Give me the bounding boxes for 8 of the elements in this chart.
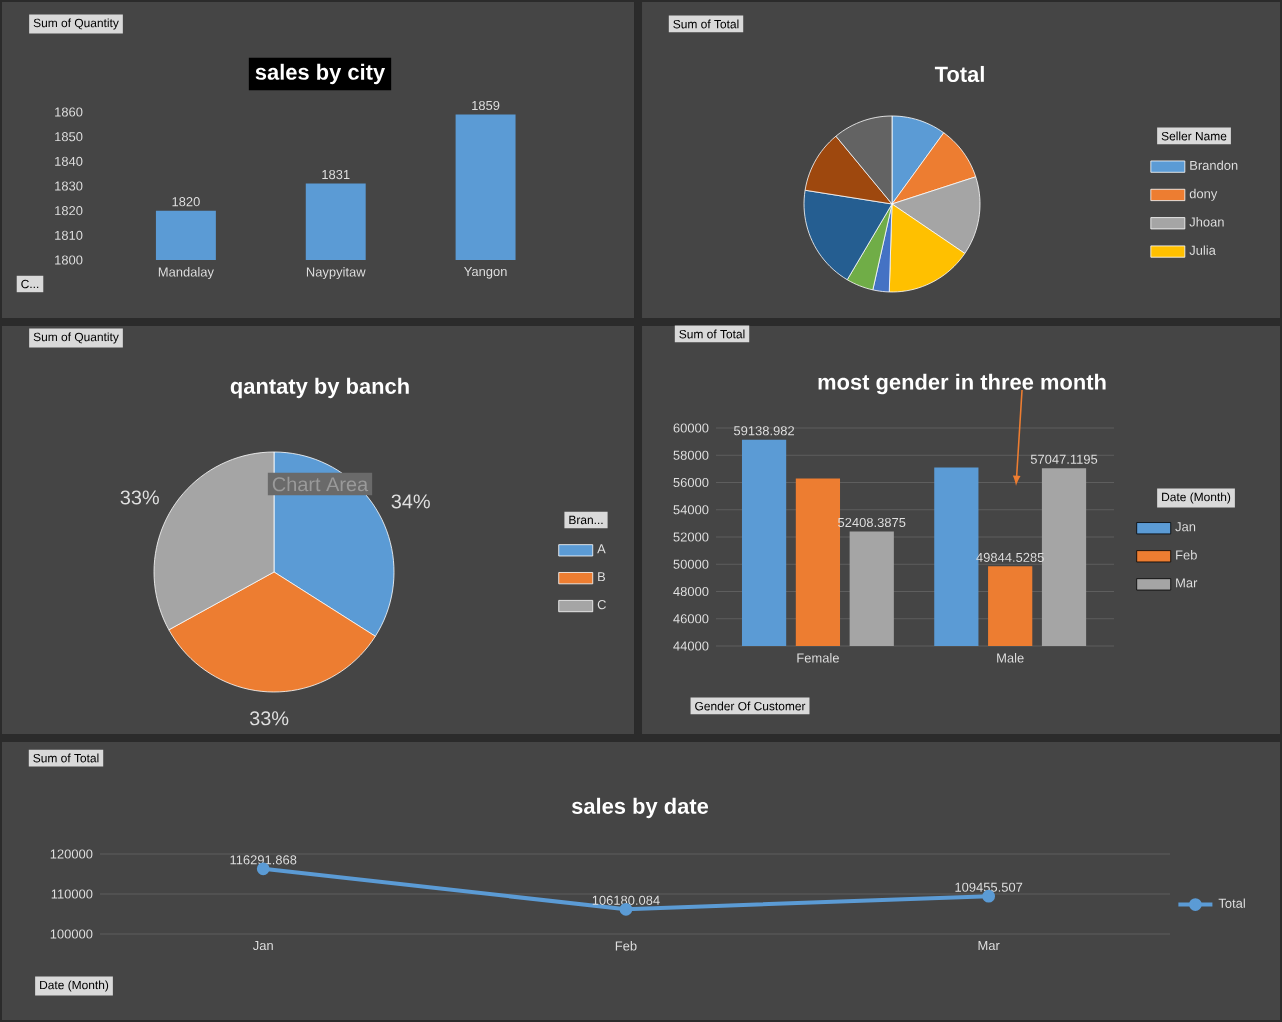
chart-title: qantaty by banch <box>230 377 409 399</box>
data-label: 33% <box>120 490 159 505</box>
chart-title: Total <box>934 65 984 83</box>
data-label: 33% <box>249 711 289 726</box>
chart-title: sales by date <box>571 797 709 819</box>
data-label: 34% <box>391 494 430 509</box>
chart-title: most gender in three month <box>818 373 1106 395</box>
chart-title: sales by city <box>255 63 386 85</box>
